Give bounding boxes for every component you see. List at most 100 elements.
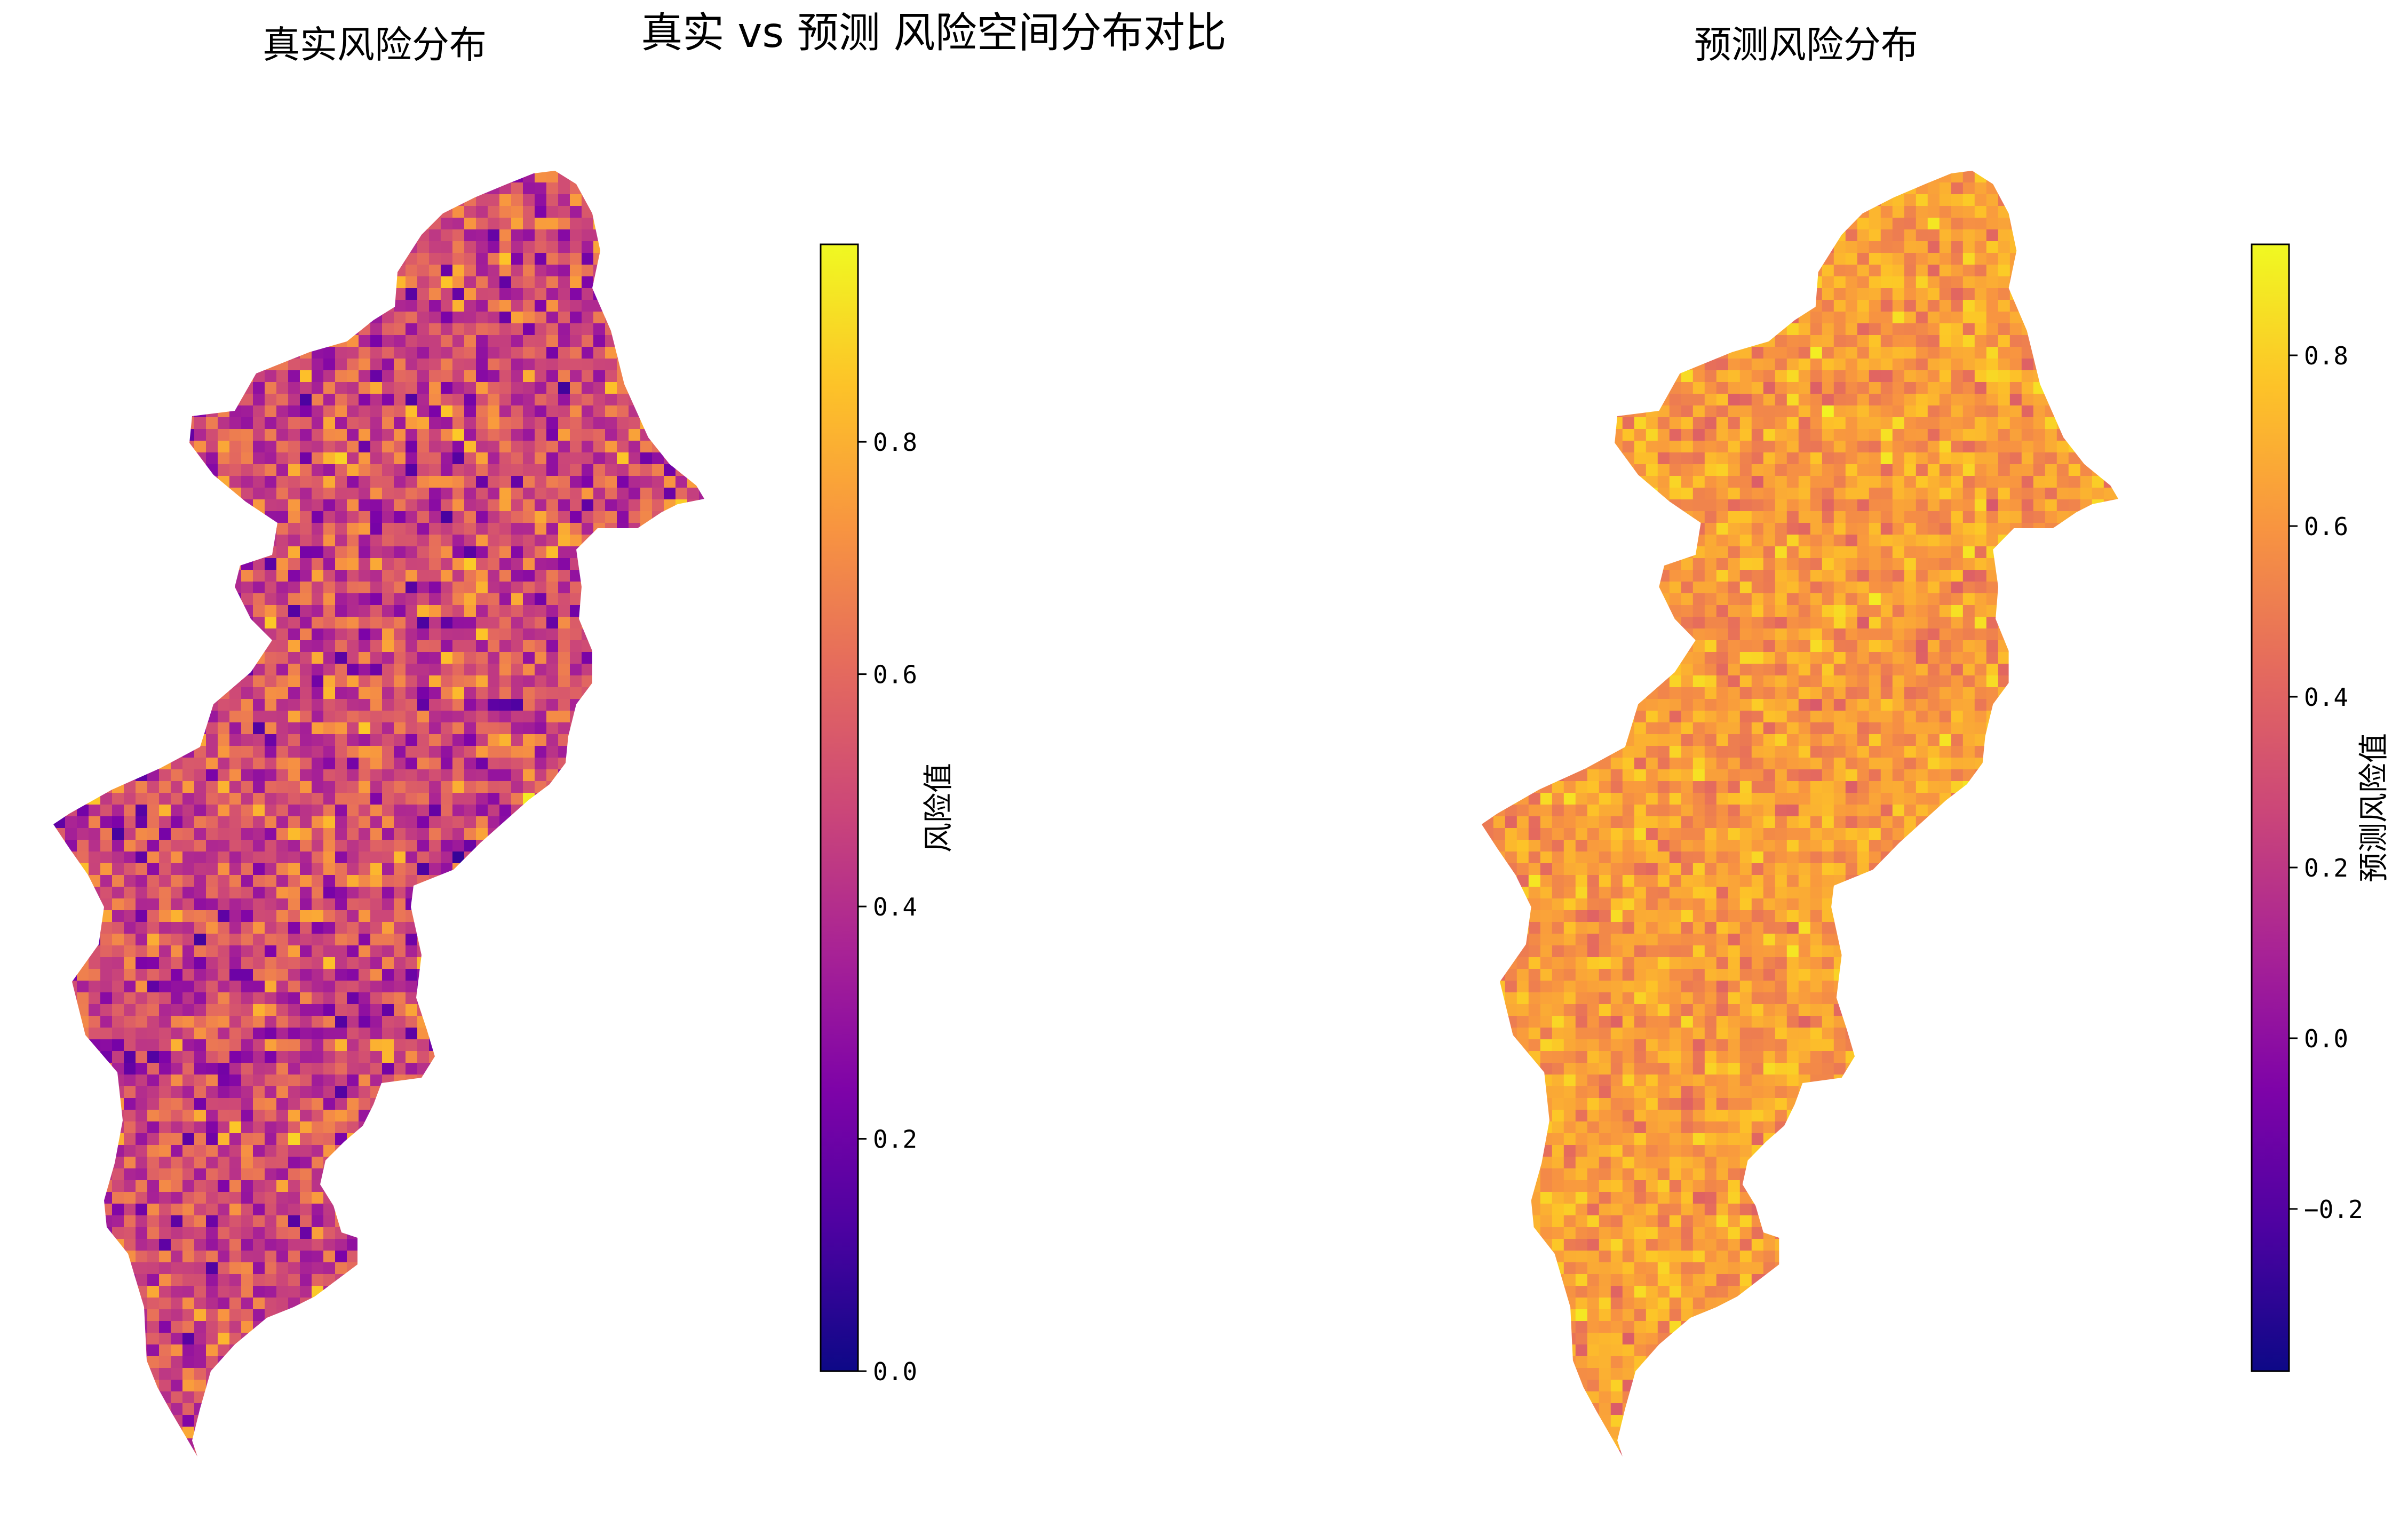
left-risk-cell xyxy=(65,1086,77,1099)
left-risk-cell xyxy=(652,828,664,840)
left-risk-cell xyxy=(347,1110,359,1122)
left-risk-cell xyxy=(417,640,430,652)
left-risk-cell xyxy=(664,523,676,535)
left-risk-cell xyxy=(570,734,582,746)
left-risk-cell xyxy=(194,476,206,488)
left-risk-cell xyxy=(546,206,559,218)
left-risk-cell xyxy=(593,206,606,218)
left-risk-cell xyxy=(523,1004,535,1016)
left-risk-cell xyxy=(112,793,124,805)
left-risk-cell xyxy=(640,1180,653,1192)
left-risk-cell xyxy=(124,558,136,570)
left-risk-cell xyxy=(429,582,441,594)
left-risk-cell xyxy=(535,1121,547,1134)
left-risk-cell xyxy=(394,499,406,512)
left-risk-cell xyxy=(523,593,535,606)
left-risk-cell xyxy=(382,898,394,911)
left-risk-cell xyxy=(288,1063,300,1075)
left-risk-cell xyxy=(570,887,582,899)
left-risk-cell xyxy=(359,194,371,206)
left-risk-cell xyxy=(523,523,535,535)
left-risk-cell xyxy=(640,1098,653,1110)
left-risk-cell xyxy=(605,1086,617,1099)
left-risk-cell xyxy=(370,1016,383,1028)
left-risk-cell xyxy=(159,840,171,852)
left-risk-cell xyxy=(370,945,383,958)
left-risk-cell xyxy=(406,981,418,993)
left-risk-cell xyxy=(276,840,289,852)
left-risk-cell xyxy=(100,1028,113,1040)
left-risk-cell xyxy=(323,582,336,594)
left-risk-cell xyxy=(593,687,606,699)
left-risk-cell xyxy=(323,499,336,512)
left-risk-cell xyxy=(417,1016,430,1028)
left-risk-cell xyxy=(441,840,453,852)
left-risk-cell xyxy=(335,194,347,206)
left-risk-cell xyxy=(206,910,218,922)
left-risk-cell xyxy=(570,1039,582,1052)
left-risk-cell xyxy=(605,546,617,559)
left-risk-cell xyxy=(300,323,312,336)
left-risk-cell xyxy=(394,1110,406,1122)
left-risk-cell xyxy=(276,934,289,946)
left-risk-cell xyxy=(499,499,512,512)
left-risk-cell xyxy=(488,359,500,371)
left-risk-cell xyxy=(77,1192,89,1204)
left-risk-cell xyxy=(675,1086,688,1099)
left-risk-cell xyxy=(359,863,371,876)
left-risk-cell xyxy=(182,1063,195,1075)
left-risk-cell xyxy=(605,734,617,746)
left-risk-cell xyxy=(206,1180,218,1192)
left-risk-cell xyxy=(664,969,676,981)
left-risk-cell xyxy=(300,570,312,582)
left-risk-cell xyxy=(570,382,582,394)
left-risk-cell xyxy=(511,1051,523,1063)
left-risk-cell xyxy=(312,922,324,934)
left-risk-cell xyxy=(323,1086,336,1099)
left-risk-cell xyxy=(664,875,676,887)
left-risk-cell xyxy=(112,605,124,617)
left-risk-cell xyxy=(464,288,476,300)
left-risk-cell xyxy=(511,934,523,946)
left-risk-cell xyxy=(159,746,171,758)
left-risk-cell xyxy=(629,394,641,406)
left-risk-cell xyxy=(124,628,136,641)
left-risk-cell xyxy=(499,582,512,594)
left-risk-cell xyxy=(582,593,594,606)
left-risk-cell xyxy=(124,300,136,312)
left-risk-cell xyxy=(593,535,606,547)
left-risk-cell xyxy=(53,370,66,383)
left-risk-cell xyxy=(511,464,523,476)
left-risk-cell xyxy=(288,1168,300,1181)
left-risk-cell xyxy=(265,417,277,429)
left-risk-cell xyxy=(370,605,383,617)
left-risk-cell xyxy=(417,1075,430,1087)
left-risk-cell xyxy=(335,851,347,864)
left-risk-cell xyxy=(89,253,101,265)
left-risk-cell xyxy=(558,617,570,629)
left-risk-cell xyxy=(452,359,465,371)
left-risk-cell xyxy=(300,441,312,453)
left-risk-cell xyxy=(640,570,653,582)
left-risk-cell xyxy=(652,323,664,336)
left-risk-cell xyxy=(441,922,453,934)
left-risk-cell xyxy=(370,1110,383,1122)
left-risk-cell xyxy=(523,605,535,617)
left-risk-cell xyxy=(664,441,676,453)
left-risk-cell xyxy=(124,370,136,383)
left-risk-cell xyxy=(335,206,347,218)
left-risk-cell xyxy=(229,1063,242,1075)
left-risk-cell xyxy=(640,863,653,876)
left-risk-cell xyxy=(687,675,700,688)
left-risk-cell xyxy=(546,875,559,887)
left-risk-cell xyxy=(593,945,606,958)
left-risk-cell xyxy=(617,628,629,641)
left-risk-cell xyxy=(488,664,500,676)
left-risk-cell xyxy=(546,1098,559,1110)
left-risk-cell xyxy=(288,1133,300,1145)
left-risk-cell xyxy=(605,875,617,887)
left-risk-cell xyxy=(523,488,535,500)
left-risk-cell xyxy=(300,312,312,324)
left-risk-cell xyxy=(229,945,242,958)
left-risk-cell xyxy=(288,1180,300,1192)
